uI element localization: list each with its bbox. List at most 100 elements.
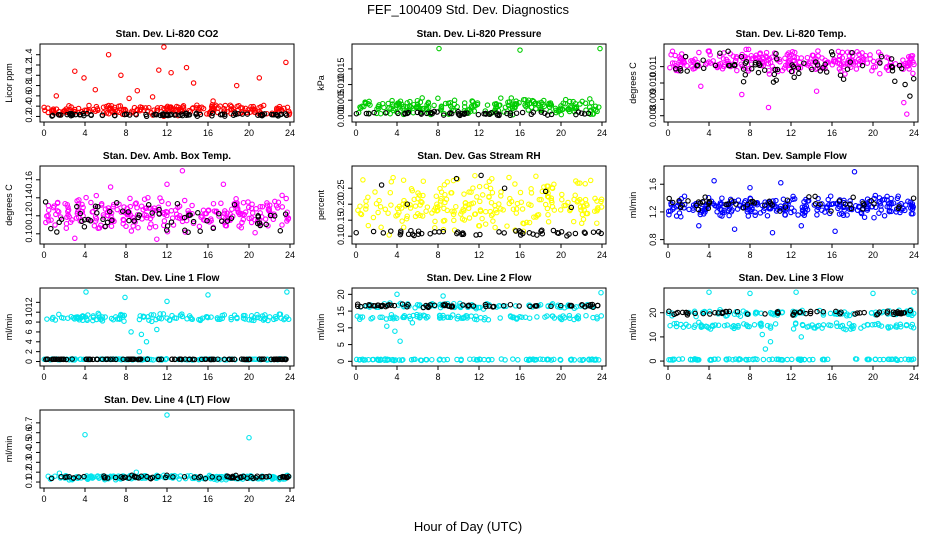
data-point <box>598 230 604 237</box>
data-point <box>420 105 426 112</box>
data-point <box>198 214 204 220</box>
data-point <box>740 66 747 72</box>
data-point <box>560 106 566 113</box>
data-point <box>75 105 82 112</box>
data-point <box>740 308 747 314</box>
data-point <box>824 204 830 210</box>
data-point <box>516 228 522 234</box>
y-tick-label: 0 <box>336 359 346 364</box>
data-point <box>160 311 167 317</box>
data-point <box>275 105 282 112</box>
data-point <box>791 74 797 81</box>
data-point <box>70 475 77 481</box>
data-point <box>743 46 749 53</box>
data-point <box>113 356 119 363</box>
data-point <box>217 111 224 118</box>
data-point <box>460 230 466 236</box>
data-point <box>462 110 468 117</box>
data-point <box>95 203 101 210</box>
data-point <box>681 193 688 199</box>
data-point <box>489 175 495 182</box>
data-point <box>176 106 182 113</box>
data-point <box>353 110 360 117</box>
y-tick-label: 0 <box>648 359 658 364</box>
data-point <box>710 323 716 330</box>
data-point <box>72 235 78 242</box>
data-point <box>82 314 89 320</box>
data-point <box>685 310 691 316</box>
data-point <box>677 204 684 211</box>
data-point <box>903 202 909 208</box>
data-point <box>272 314 279 320</box>
data-point <box>167 317 173 323</box>
data-point <box>704 323 710 330</box>
data-point <box>519 109 526 116</box>
data-point <box>229 356 235 363</box>
data-point <box>417 314 424 320</box>
data-point <box>734 308 741 315</box>
data-point <box>405 302 411 308</box>
data-point <box>571 357 578 363</box>
data-point <box>715 322 722 329</box>
data-point <box>363 206 369 212</box>
data-point <box>419 95 425 101</box>
y-tick-label: 1.2 <box>24 59 34 72</box>
data-point <box>707 356 714 363</box>
data-point <box>357 105 364 111</box>
data-point <box>234 206 241 213</box>
data-point <box>488 199 495 206</box>
data-point <box>864 60 871 66</box>
data-point <box>240 356 247 363</box>
x-tick-label: 8 <box>123 372 128 382</box>
x-tick-label: 8 <box>435 372 440 382</box>
data-point <box>385 210 391 216</box>
data-point <box>798 334 805 340</box>
y-tick-label: 0.011 <box>648 56 658 78</box>
y-axis-label: ml/min <box>628 192 638 219</box>
data-point <box>483 183 490 190</box>
data-point <box>681 201 688 208</box>
data-point <box>55 209 62 215</box>
data-point <box>251 107 258 113</box>
data-point <box>78 356 84 362</box>
data-point <box>388 311 395 318</box>
data-point <box>485 356 492 363</box>
data-point <box>533 106 539 112</box>
data-point <box>174 200 181 207</box>
data-point <box>472 172 478 179</box>
data-point <box>896 202 902 208</box>
data-point <box>414 313 420 320</box>
data-point <box>760 356 767 363</box>
data-point <box>581 229 588 236</box>
data-point <box>281 316 287 323</box>
data-point <box>486 178 493 185</box>
data-point <box>409 320 416 326</box>
data-point <box>496 111 502 117</box>
y-tick-label: 0.15 <box>336 211 346 229</box>
data-point <box>396 357 403 363</box>
data-point <box>432 218 438 225</box>
data-point <box>909 321 916 328</box>
data-point <box>548 303 554 310</box>
data-point <box>838 309 844 315</box>
data-point <box>836 198 843 204</box>
data-point <box>728 198 735 204</box>
data-point <box>277 311 284 317</box>
data-point <box>562 96 569 103</box>
data-point <box>227 102 234 108</box>
data-point <box>829 62 836 68</box>
data-point <box>908 202 915 209</box>
data-point <box>752 60 759 66</box>
data-point <box>58 356 64 363</box>
data-point <box>457 112 463 119</box>
data-point <box>267 202 273 209</box>
data-point <box>766 356 772 363</box>
data-point <box>590 229 597 235</box>
data-point <box>184 473 191 479</box>
data-point <box>434 109 440 115</box>
data-point <box>362 357 368 363</box>
data-point <box>872 64 879 70</box>
data-point <box>752 212 758 219</box>
data-point <box>420 178 427 184</box>
